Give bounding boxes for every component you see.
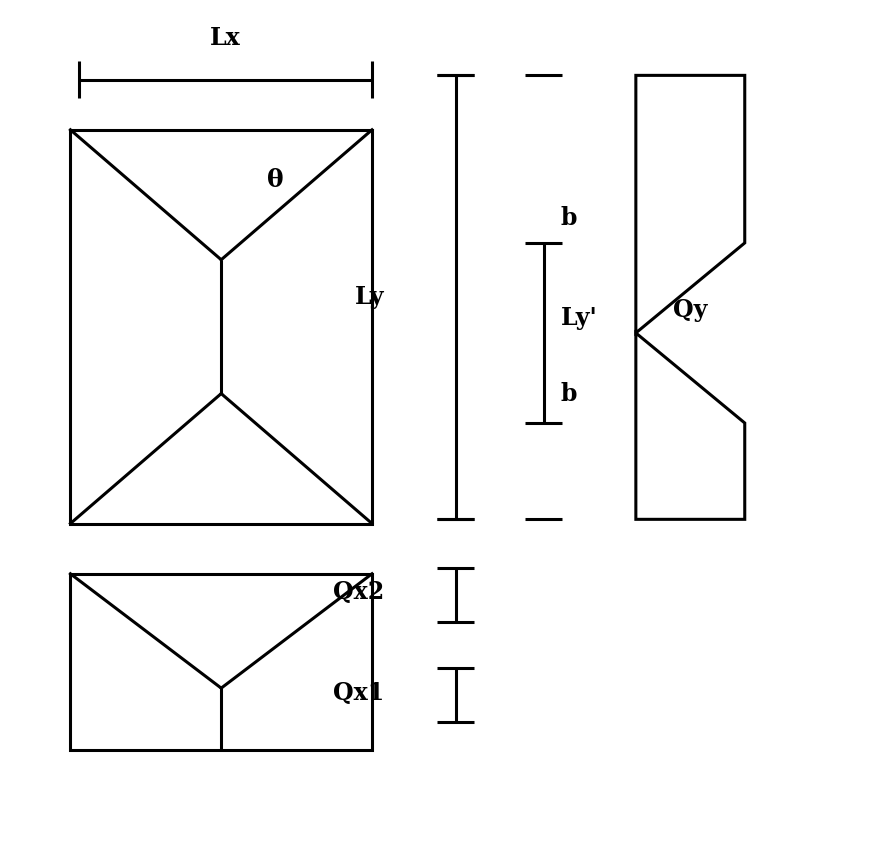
Text: Ly': Ly': [560, 306, 596, 330]
Text: b: b: [560, 206, 576, 230]
Text: Qx2: Qx2: [333, 580, 384, 604]
Text: Ly: Ly: [354, 285, 384, 310]
Text: θ: θ: [267, 168, 283, 192]
Text: Qy: Qy: [673, 298, 707, 322]
Text: Qx1: Qx1: [333, 681, 384, 705]
Text: Lx: Lx: [210, 26, 240, 50]
Text: b: b: [560, 382, 576, 406]
